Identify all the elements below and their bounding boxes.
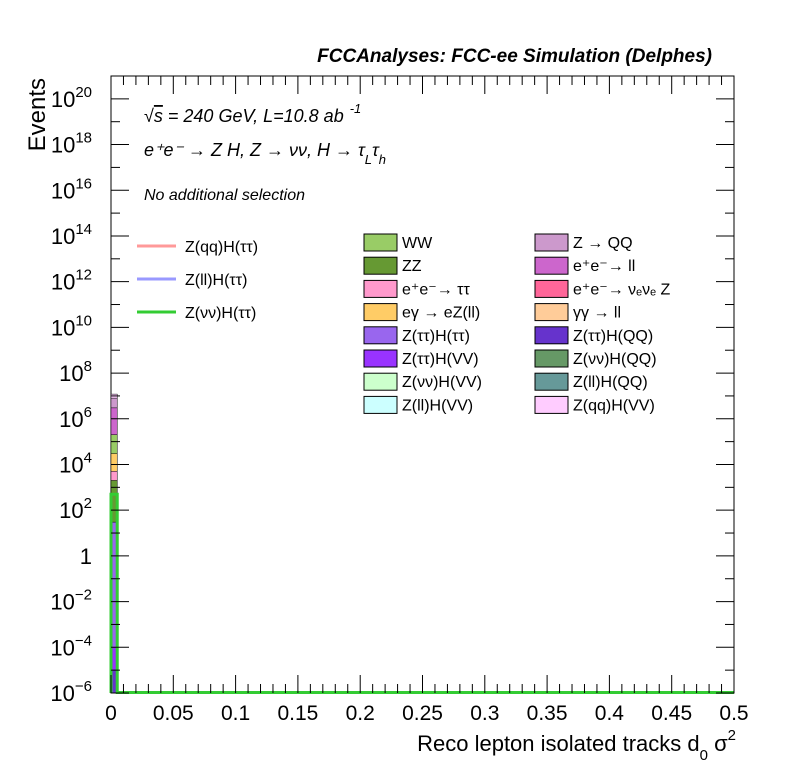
- legend-label-stack: WW: [402, 235, 433, 252]
- x-axis-label: Reco lepton isolated tracks d0 σ2: [417, 727, 736, 764]
- x-tick-label: 0.35: [527, 702, 568, 725]
- x-tick-label: 0: [105, 702, 117, 725]
- signal-lines: [109, 492, 734, 694]
- legend-label-stack: Z(νν)H(VV): [402, 374, 482, 391]
- y-tick-label: 102: [59, 495, 92, 523]
- y-tick-label: 1: [80, 544, 92, 569]
- legend-swatch-2: [363, 256, 398, 275]
- legend-swatch-3: [534, 256, 569, 275]
- legend-label-stack: e⁺e⁻→ ll: [573, 258, 635, 275]
- legend-swatch-15: [534, 395, 569, 414]
- legend-swatch-14: [363, 395, 398, 414]
- legend-swatch-5: [534, 279, 569, 298]
- legend-label-stack: eγ → eZ(ll): [402, 305, 480, 322]
- y-tick-label: 1010: [51, 312, 92, 340]
- legend-label-signal: Z(qq)H(ττ): [185, 239, 258, 256]
- legend-label-stack: Z → QQ: [573, 235, 633, 252]
- legend-swatch-0: [363, 233, 398, 252]
- legend-swatch-8: [363, 326, 398, 345]
- axes: 0 0.05 0.1 0.15 0.2 0.25 0.3 0.35 0.4 0.45 0.5 1020…: [50, 75, 749, 725]
- legend-label-stack: Z(ll)H(QQ): [573, 374, 648, 391]
- y-tick-label: 10−2: [50, 587, 92, 615]
- legend-swatch-1: [534, 233, 569, 252]
- legend: Z(qq)H(ττ) Z(ll)H(ττ) Z(νν)H(ττ) WW Z → QQ ZZ…: [137, 233, 670, 414]
- y-tick-label: 1018: [51, 130, 92, 158]
- legend-label-signal: Z(νν)H(ττ): [185, 305, 256, 322]
- legend-swatch-4: [363, 279, 398, 298]
- energy-annotation: √s = 240 GeV, L=10.8 ab -1: [144, 101, 361, 126]
- legend-label-stack: Z(ττ)H(VV): [402, 351, 479, 368]
- legend-label-stack: e⁺e⁻→ ττ: [402, 281, 470, 298]
- x-tick-label: 0.1: [221, 702, 250, 725]
- legend-label-stack: Z(qq)H(VV): [573, 397, 655, 414]
- legend-swatch-6: [363, 303, 398, 322]
- y-tick-label: 108: [59, 358, 92, 386]
- legend-label-stack: Z(ll)H(VV): [402, 397, 473, 414]
- legend-swatch-12: [363, 372, 398, 391]
- signal-line-2-0: [109, 492, 734, 694]
- y-tick-label: 1016: [51, 175, 92, 203]
- y-axis-label: Events: [24, 78, 51, 151]
- x-tick-label: 0.25: [402, 702, 443, 725]
- x-tick-label: 0.4: [595, 702, 625, 725]
- x-tick-label: 0.45: [651, 702, 692, 725]
- legend-label-signal: Z(ll)H(ττ): [185, 272, 247, 289]
- legend-label-stack: ZZ: [402, 258, 422, 275]
- y-tick-label: 1012: [51, 267, 92, 295]
- y-tick-label: 1014: [51, 221, 92, 249]
- legend-label-stack: e⁺e⁻→ νₑνₑ Z: [573, 281, 670, 298]
- legend-swatch-7: [534, 303, 569, 322]
- legend-swatch-10: [363, 349, 398, 368]
- legend-label-stack: γγ → ll: [573, 305, 621, 322]
- y-tick-label: 1020: [51, 84, 92, 112]
- legend-swatch-11: [534, 349, 569, 368]
- legend-label-stack: Z(ττ)H(QQ): [573, 328, 653, 345]
- y-tick-label: 10−6: [50, 678, 92, 706]
- x-tick-label: 0.05: [153, 702, 194, 725]
- selection-annotation: No additional selection: [144, 187, 305, 204]
- y-tick-label: 10−4: [50, 632, 92, 660]
- x-tick-label: 0.2: [346, 702, 375, 725]
- x-tick-label: 0.15: [277, 702, 318, 725]
- legend-swatch-13: [534, 372, 569, 391]
- x-tick-label: 0.3: [470, 702, 499, 725]
- legend-label-stack: Z(ττ)H(ττ): [402, 328, 470, 345]
- legend-swatch-9: [534, 326, 569, 345]
- y-tick-label: 104: [59, 449, 92, 477]
- legend-label-stack: Z(νν)H(QQ): [573, 351, 657, 368]
- x-tick-label: 0.5: [719, 702, 748, 725]
- y-tick-label: 106: [59, 404, 92, 432]
- chart-title: FCCAnalyses: FCC-ee Simulation (Delphes): [317, 46, 712, 67]
- process-annotation: e⁺e⁻ → Z H, Z → νν, H → τLτh: [144, 140, 386, 167]
